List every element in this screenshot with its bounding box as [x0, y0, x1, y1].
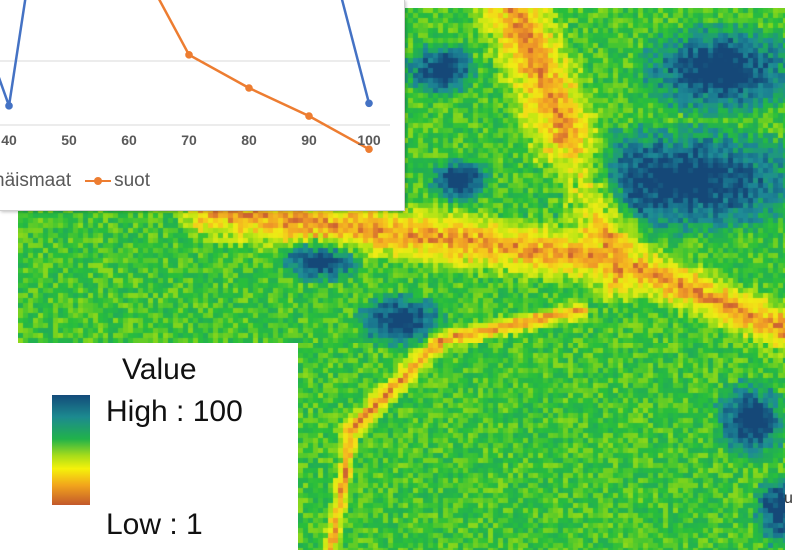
chart-series	[0, 0, 373, 153]
edge-text-fragment: u	[784, 490, 793, 507]
x-tick-80: 80	[241, 132, 257, 148]
point-naismaat-40	[5, 102, 13, 110]
point-suot-80	[245, 84, 253, 92]
legend-item-suot: suot	[85, 170, 150, 192]
x-tick-100: 100	[357, 132, 381, 148]
point-naismaat-100	[365, 99, 373, 108]
point-suot-100	[365, 145, 373, 153]
line-chart-inset: 40 50 60 70 80 90 100 näismaat suot	[0, 0, 405, 211]
legend-title: Value	[122, 353, 197, 386]
x-tick-50: 50	[61, 132, 77, 148]
x-axis-ticks: 40 50 60 70 80 90 100	[1, 132, 381, 148]
legend-label-naismaat: näismaat	[0, 170, 72, 191]
series-line-naismaat-left	[0, 76, 11, 107]
legend-swatch-suot	[85, 174, 112, 188]
legend-item-naismaat: näismaat	[0, 170, 71, 192]
point-suot-70	[185, 51, 193, 59]
chart-legend: näismaat suot	[0, 168, 164, 194]
map-value-legend: Value High : 100 Low : 1	[18, 343, 298, 550]
chart-gridlines	[0, 60, 390, 126]
legend-low-label: Low : 1	[106, 508, 203, 541]
legend-label-suot: suot	[114, 170, 151, 191]
line-chart-svg: 40 50 60 70 80 90 100	[0, 0, 390, 153]
x-tick-40: 40	[1, 132, 17, 148]
x-tick-60: 60	[121, 132, 137, 148]
series-line-naismaat-right	[340, 0, 371, 104]
point-suot-90	[305, 112, 313, 120]
legend-high-label: High : 100	[106, 395, 243, 428]
color-ramp	[52, 395, 90, 505]
series-line-suot	[158, 0, 370, 151]
x-tick-70: 70	[181, 132, 197, 148]
x-tick-90: 90	[301, 132, 317, 148]
series-line-naismaat	[7, 0, 27, 107]
